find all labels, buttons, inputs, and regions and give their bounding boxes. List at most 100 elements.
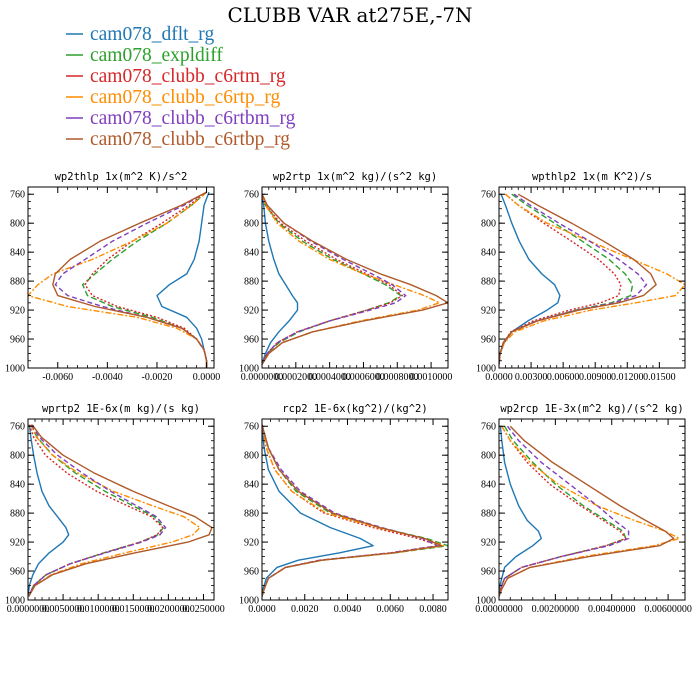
y-tick-label: 1000: [5, 364, 25, 375]
y-tick-label: 840: [10, 248, 25, 259]
series-line-cam078_clubb_c6rtp_rg: [499, 193, 685, 365]
y-tick-label: 840: [481, 248, 496, 259]
x-tick-label: 0.0100000: [77, 604, 120, 615]
series-line-cam078_clubb_c6rtm_rg: [262, 424, 441, 597]
y-tick-label: 880: [481, 277, 496, 288]
series-group: [262, 424, 448, 597]
x-tick-label: 0.00400000: [588, 604, 636, 615]
y-tick-label: 880: [244, 509, 259, 520]
y-tick-label: 800: [481, 451, 496, 462]
x-tick-label: 0.01500: [643, 372, 676, 383]
series-line-cam078_clubb_c6rtp_rg: [28, 424, 201, 597]
x-tick-label: 0.0000: [193, 372, 221, 383]
series-line-cam078_expldiff: [28, 424, 165, 597]
y-tick-label: 840: [244, 480, 259, 491]
y-tick-label: 760: [10, 422, 25, 433]
panel-5: rcp2 1E-6x(kg^2)/(kg^2) 760 800 840 880 920 96…: [239, 403, 449, 615]
y-tick-label: 880: [481, 509, 496, 520]
x-tick-label: -0.0020: [142, 372, 173, 383]
y-tick-label: 800: [244, 219, 259, 230]
plot-frame: [261, 418, 449, 601]
y-tick-label: 880: [10, 277, 25, 288]
panel-title: wpthlp2 1x(m K^2)/s: [532, 171, 652, 183]
series-line-cam078_dflt_rg: [262, 424, 374, 597]
series-line-cam078_clubb_c6rtbp_rg: [52, 191, 208, 368]
series-line-cam078_clubb_c6rtbm_rg: [262, 193, 407, 365]
y-tick-label: 840: [244, 248, 259, 259]
plot-frame: [27, 186, 215, 369]
x-tick-label: 0.00600: [547, 372, 580, 383]
panel-1: wp2thlp 1x(m^2 K)/s^2 760 800 840 880 920 960 1…: [5, 171, 220, 383]
panel-3: wpthlp2 1x(m K^2)/s 760 800 840 880 920 960 100…: [476, 171, 686, 383]
y-tick-label: 840: [10, 480, 25, 491]
series-line-cam078_clubb_c6rtbm_rg: [262, 424, 438, 597]
y-tick-label: 960: [10, 335, 25, 346]
legend-label-cam078_clubb_c6rtbp_rg: cam078_clubb_c6rtbp_rg: [90, 129, 290, 150]
panel-title: wp2thlp 1x(m^2 K)/s^2: [55, 171, 188, 183]
y-tick-label: 1000: [239, 596, 259, 607]
x-tick-label: 0.0150000: [112, 604, 155, 615]
series-line-cam078_dflt_rg: [28, 424, 70, 597]
y-tick-label: 760: [244, 422, 259, 433]
series-line-cam078_clubb_c6rtbp_rg: [262, 193, 448, 365]
series-line-cam078_clubb_c6rtp_rg: [262, 424, 445, 597]
x-tick-label: 0.00300: [515, 372, 548, 383]
series-line-cam078_expldiff: [262, 424, 448, 597]
y-tick-label: 960: [481, 567, 496, 578]
series-line-cam078_clubb_c6rtm_rg: [262, 193, 403, 365]
x-tick-label: 0.00900: [579, 372, 612, 383]
series-line-cam078_clubb_c6rtp_rg: [28, 191, 208, 368]
series-line-cam078_clubb_c6rtm_rg: [499, 193, 622, 365]
x-tick-label: -0.0040: [92, 372, 123, 383]
y-tick-label: 1000: [239, 364, 259, 375]
series-line-cam078_expldiff: [499, 425, 627, 597]
x-tick-label: 0.0080: [419, 604, 447, 615]
series-line-cam078_clubb_c6rtbm_rg: [499, 425, 630, 597]
y-tick-label: 800: [10, 219, 25, 230]
x-tick-label: 0.00600000: [644, 604, 692, 615]
series-line-cam078_clubb_c6rtm_rg: [499, 425, 627, 597]
legend-label-cam078_expldiff: cam078_expldiff: [90, 45, 223, 66]
y-tick-label: 1000: [476, 364, 496, 375]
series-line-cam078_clubb_c6rtp_rg: [262, 193, 441, 365]
y-tick-label: 920: [244, 306, 259, 317]
plot-frame: [498, 418, 686, 601]
x-tick-label: 0.0200000: [147, 604, 190, 615]
series-line-cam078_clubb_c6rtm_rg: [84, 191, 208, 368]
series-line-cam078_clubb_c6rtbp_rg: [499, 193, 657, 365]
y-tick-label: 800: [481, 219, 496, 230]
figure-title: CLUBB VAR at275E,-7N: [227, 3, 472, 27]
series-line-cam078_expldiff: [262, 193, 402, 365]
x-tick-label: 0.0006000: [342, 372, 385, 383]
panel-title: rcp2 1E-6x(kg^2)/(kg^2): [282, 403, 427, 415]
x-tick-label: -0.0060: [42, 372, 73, 383]
y-tick-label: 960: [10, 567, 25, 578]
series-line-cam078_dflt_rg: [262, 194, 299, 365]
legend-label-cam078_clubb_c6rtp_rg: cam078_clubb_c6rtp_rg: [90, 87, 281, 108]
y-tick-label: 1000: [476, 596, 496, 607]
x-tick-label: 0.0060: [377, 604, 405, 615]
y-tick-label: 760: [481, 190, 496, 201]
legend-label-cam078_clubb_c6rtbm_rg: cam078_clubb_c6rtbm_rg: [90, 108, 296, 129]
panel-4: wprtp2 1E-6x(m kg)/(s kg) 760 800 840 880 920…: [5, 403, 225, 615]
series-line-cam078_clubb_c6rtp_rg: [499, 425, 681, 597]
series-group: [499, 193, 685, 365]
series-line-cam078_expldiff: [499, 193, 634, 365]
y-tick-label: 920: [10, 538, 25, 549]
y-tick-label: 920: [481, 306, 496, 317]
y-tick-label: 920: [10, 306, 25, 317]
y-tick-label: 1000: [5, 596, 25, 607]
x-tick-label: 0.00200000: [532, 604, 580, 615]
plot-frame: [261, 186, 449, 369]
y-tick-label: 920: [244, 538, 259, 549]
x-tick-label: 0.0010000: [410, 372, 453, 383]
y-tick-label: 840: [481, 480, 496, 491]
x-tick-label: 0.0250000: [182, 604, 225, 615]
y-tick-label: 800: [244, 451, 259, 462]
series-line-cam078_dflt_rg: [499, 193, 561, 365]
legend-label-cam078_dflt_rg: cam078_dflt_rg: [90, 24, 214, 45]
x-tick-label: 0.0000: [248, 604, 276, 615]
legend-label-cam078_clubb_c6rtm_rg: cam078_clubb_c6rtm_rg: [90, 66, 286, 87]
x-tick-label: 0.0000000: [241, 372, 284, 383]
